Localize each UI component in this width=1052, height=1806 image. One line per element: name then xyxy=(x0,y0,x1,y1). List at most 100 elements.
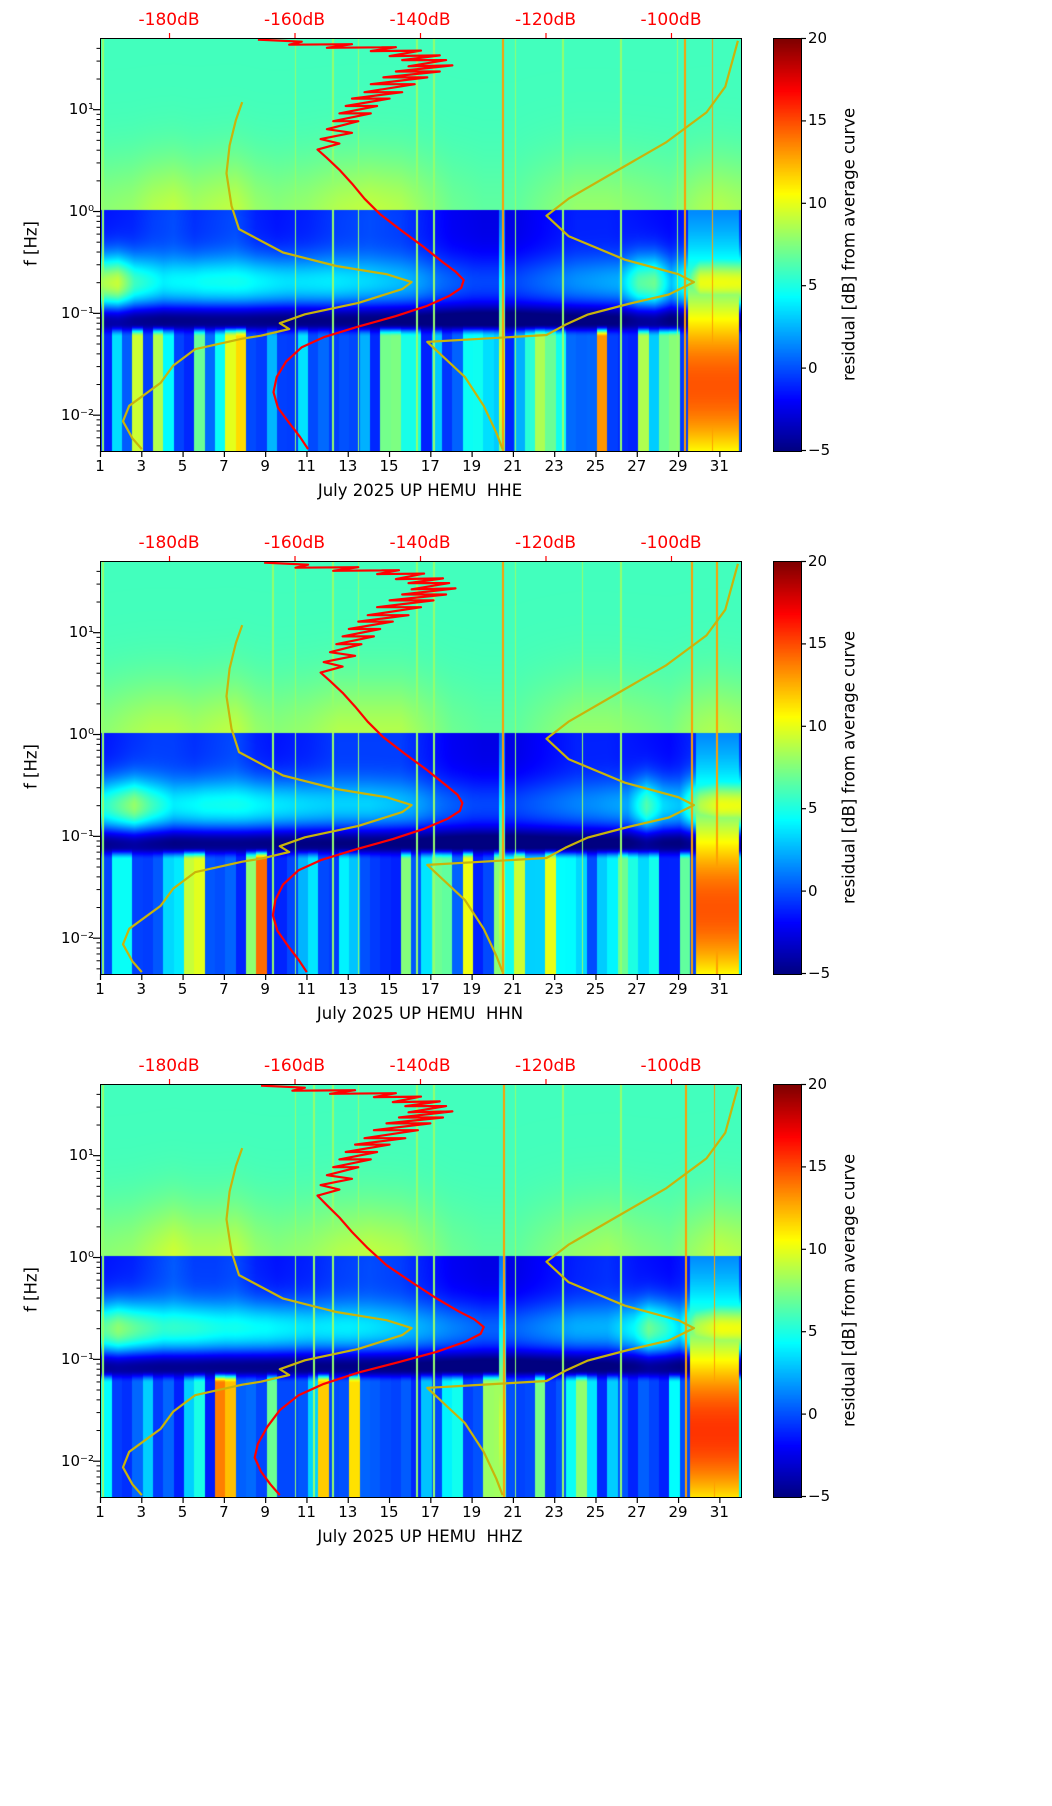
spectra-curves-overlay xyxy=(121,562,739,973)
y-axis-tick-labels: 10¹ 10⁰ 10⁻¹ 10⁻² xyxy=(42,38,94,450)
x-tick-label: 17 xyxy=(420,980,440,998)
average-spectrum-curve xyxy=(264,562,464,973)
colorbar-tick-labels: 20 15 10 5 0 −5 xyxy=(808,29,852,459)
x-tick-label: 15 xyxy=(379,980,399,998)
x-tick-label: 7 xyxy=(219,1503,229,1521)
y-tick-label: 10⁰ xyxy=(68,1248,94,1266)
colorbar-tick-label: 5 xyxy=(808,276,818,295)
colorbar xyxy=(773,38,802,452)
spectrogram-panel-hhe: -180dB -160dB -140dB -120dB -100dB f [Hz] 10… xyxy=(0,0,1052,523)
x-tick-label: 31 xyxy=(709,1503,729,1521)
x-tick-label: 13 xyxy=(338,1503,358,1521)
x-tick-label: 31 xyxy=(709,980,729,998)
top-axis-db-label: -160dB xyxy=(263,533,326,553)
spectrogram-heatmap xyxy=(100,38,742,452)
top-axis-db-label: -160dB xyxy=(263,1056,326,1076)
y-tick-label: 10⁻¹ xyxy=(60,303,94,322)
x-tick-label: 15 xyxy=(379,1503,399,1521)
x-tick-label: 23 xyxy=(544,1503,564,1521)
spectrogram-panel-hhz: -180dB -160dB -140dB -120dB -100dB f [Hz] 10… xyxy=(0,1046,1052,1569)
y-axis-tick-labels: 10¹ 10⁰ 10⁻¹ 10⁻² xyxy=(42,1084,94,1496)
x-tick-label: 11 xyxy=(296,457,316,475)
x-tick-label: 17 xyxy=(420,457,440,475)
spectrogram-heatmap xyxy=(100,561,742,975)
colorbar-tick-labels: 20 15 10 5 0 −5 xyxy=(808,552,852,982)
x-tick-label: 27 xyxy=(627,980,647,998)
top-axis-db-labels: -180dB -160dB -140dB -120dB -100dB xyxy=(100,10,740,32)
x-tick-label: 21 xyxy=(503,457,523,475)
low-noise-model-curve xyxy=(121,624,413,973)
top-axis-db-label: -140dB xyxy=(389,10,451,30)
x-axis-tick-labels: 1 3 5 7 9 11 13 15 17 19 21 23 25 27 29 31 xyxy=(95,457,740,477)
x-tick-label: 29 xyxy=(668,457,688,475)
x-tick-label: 25 xyxy=(585,1503,606,1521)
x-tick-label: 5 xyxy=(177,980,188,998)
colorbar-label: residual [dB] from average curve xyxy=(839,630,859,904)
colorbar-tick-labels: 20 15 10 5 0 −5 xyxy=(808,1075,852,1505)
low-noise-model-curve xyxy=(121,1147,413,1496)
colorbar-label: residual [dB] from average curve xyxy=(839,107,859,381)
x-tick-label: 13 xyxy=(338,457,358,475)
x-tick-label: 17 xyxy=(420,1503,440,1521)
spectrogram-canvas xyxy=(101,1085,741,1497)
x-tick-label: 11 xyxy=(296,1503,316,1521)
x-tick-label: 9 xyxy=(260,457,270,475)
x-tick-label: 11 xyxy=(296,980,316,998)
top-axis-db-labels: -180dB -160dB -140dB -120dB -100dB xyxy=(100,533,740,555)
top-axis-db-label: -180dB xyxy=(138,1056,200,1076)
y-tick-label: 10¹ xyxy=(68,623,94,642)
x-tick-label: 21 xyxy=(503,980,523,998)
x-tick-label: 19 xyxy=(462,1503,482,1521)
spectrogram-panel-hhn: -180dB -160dB -140dB -120dB -100dB f [Hz] 10… xyxy=(0,523,1052,1046)
spectra-curves-overlay xyxy=(121,1085,739,1496)
x-axis-label: July 2025 UP HEMU HHZ xyxy=(317,1527,523,1546)
y-axis-tick-labels: 10¹ 10⁰ 10⁻¹ 10⁻² xyxy=(42,561,94,973)
colorbar-tick-label: 0 xyxy=(808,1404,818,1423)
colorbar-tick-label: 5 xyxy=(808,799,818,818)
y-tick-label: 10⁻² xyxy=(60,405,94,424)
top-axis-db-label: -180dB xyxy=(138,10,200,30)
high-noise-model-curve xyxy=(426,1086,739,1496)
spectrogram-heatmap xyxy=(100,1084,742,1498)
colorbar-tick-label: −5 xyxy=(808,441,831,459)
colorbar xyxy=(773,1084,802,1498)
colorbar-tick-label: 0 xyxy=(808,881,818,900)
x-tick-label: 29 xyxy=(668,1503,688,1521)
colorbar-tick-label: 20 xyxy=(808,552,828,570)
y-tick-label: 10⁰ xyxy=(68,202,94,220)
x-tick-label: 1 xyxy=(95,980,105,998)
y-axis-label: f [Hz] xyxy=(21,221,41,267)
top-axis-db-label: -120dB xyxy=(514,533,577,553)
y-tick-label: 10⁻¹ xyxy=(60,826,94,845)
x-tick-label: 5 xyxy=(177,457,188,475)
x-axis-label: July 2025 UP HEMU HHN xyxy=(316,1004,524,1023)
x-tick-label: 25 xyxy=(585,980,606,998)
y-tick-label: 10⁻¹ xyxy=(60,1349,94,1368)
top-axis-db-label: -120dB xyxy=(514,1056,577,1076)
y-axis-label: f [Hz] xyxy=(21,744,41,790)
top-axis-db-label: -160dB xyxy=(263,10,326,30)
colorbar-tick-label: 10 xyxy=(808,1239,828,1258)
colorbar-canvas xyxy=(774,39,801,451)
colorbar-tick-label: 15 xyxy=(808,111,828,130)
colorbar-tick-label: 10 xyxy=(808,716,828,735)
colorbar-tick-label: 0 xyxy=(808,358,818,377)
x-tick-label: 9 xyxy=(260,980,270,998)
spectrogram-canvas xyxy=(101,562,741,974)
colorbar-tick-label: 5 xyxy=(808,1322,818,1341)
x-axis-tick-labels: 1 3 5 7 9 11 13 15 17 19 21 23 25 27 29 31 xyxy=(95,1503,740,1523)
top-axis-db-label: -100dB xyxy=(640,533,702,553)
x-tick-label: 13 xyxy=(338,980,358,998)
x-tick-label: 27 xyxy=(627,1503,647,1521)
high-noise-model-curve xyxy=(426,563,739,973)
top-axis-db-label: -140dB xyxy=(389,533,451,553)
x-tick-label: 19 xyxy=(462,457,482,475)
x-tick-label: 1 xyxy=(95,1503,105,1521)
x-tick-label: 27 xyxy=(627,457,647,475)
colorbar-canvas xyxy=(774,562,801,974)
colorbar-tick-label: −5 xyxy=(808,964,831,982)
x-tick-label: 1 xyxy=(95,457,105,475)
top-axis-db-label: -100dB xyxy=(640,1056,702,1076)
x-tick-label: 31 xyxy=(709,457,729,475)
